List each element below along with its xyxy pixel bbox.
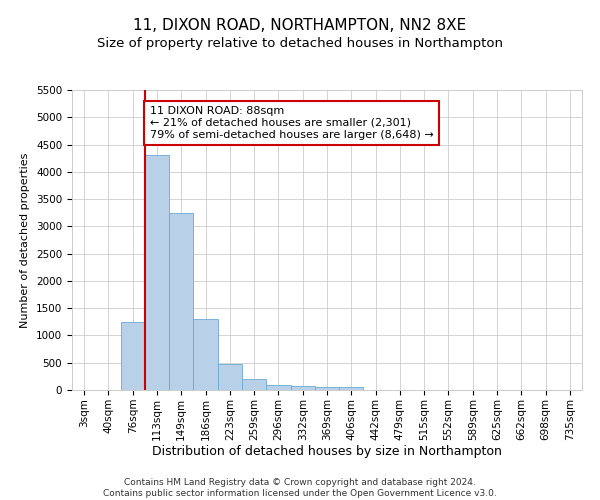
Bar [339,388,364,390]
Bar [218,364,242,390]
Bar [121,322,145,390]
Text: 11 DIXON ROAD: 88sqm
← 21% of detached houses are smaller (2,301)
79% of semi-de: 11 DIXON ROAD: 88sqm ← 21% of detached h… [150,106,433,140]
X-axis label: Distribution of detached houses by size in Northampton: Distribution of detached houses by size … [152,446,502,458]
Bar [315,388,339,390]
Y-axis label: Number of detached properties: Number of detached properties [20,152,31,328]
Bar [242,379,266,390]
Text: Contains HM Land Registry data © Crown copyright and database right 2024.
Contai: Contains HM Land Registry data © Crown c… [103,478,497,498]
Bar [290,386,315,390]
Bar [193,319,218,390]
Bar [145,156,169,390]
Text: 11, DIXON ROAD, NORTHAMPTON, NN2 8XE: 11, DIXON ROAD, NORTHAMPTON, NN2 8XE [133,18,467,32]
Bar [169,212,193,390]
Text: Size of property relative to detached houses in Northampton: Size of property relative to detached ho… [97,38,503,51]
Bar [266,384,290,390]
